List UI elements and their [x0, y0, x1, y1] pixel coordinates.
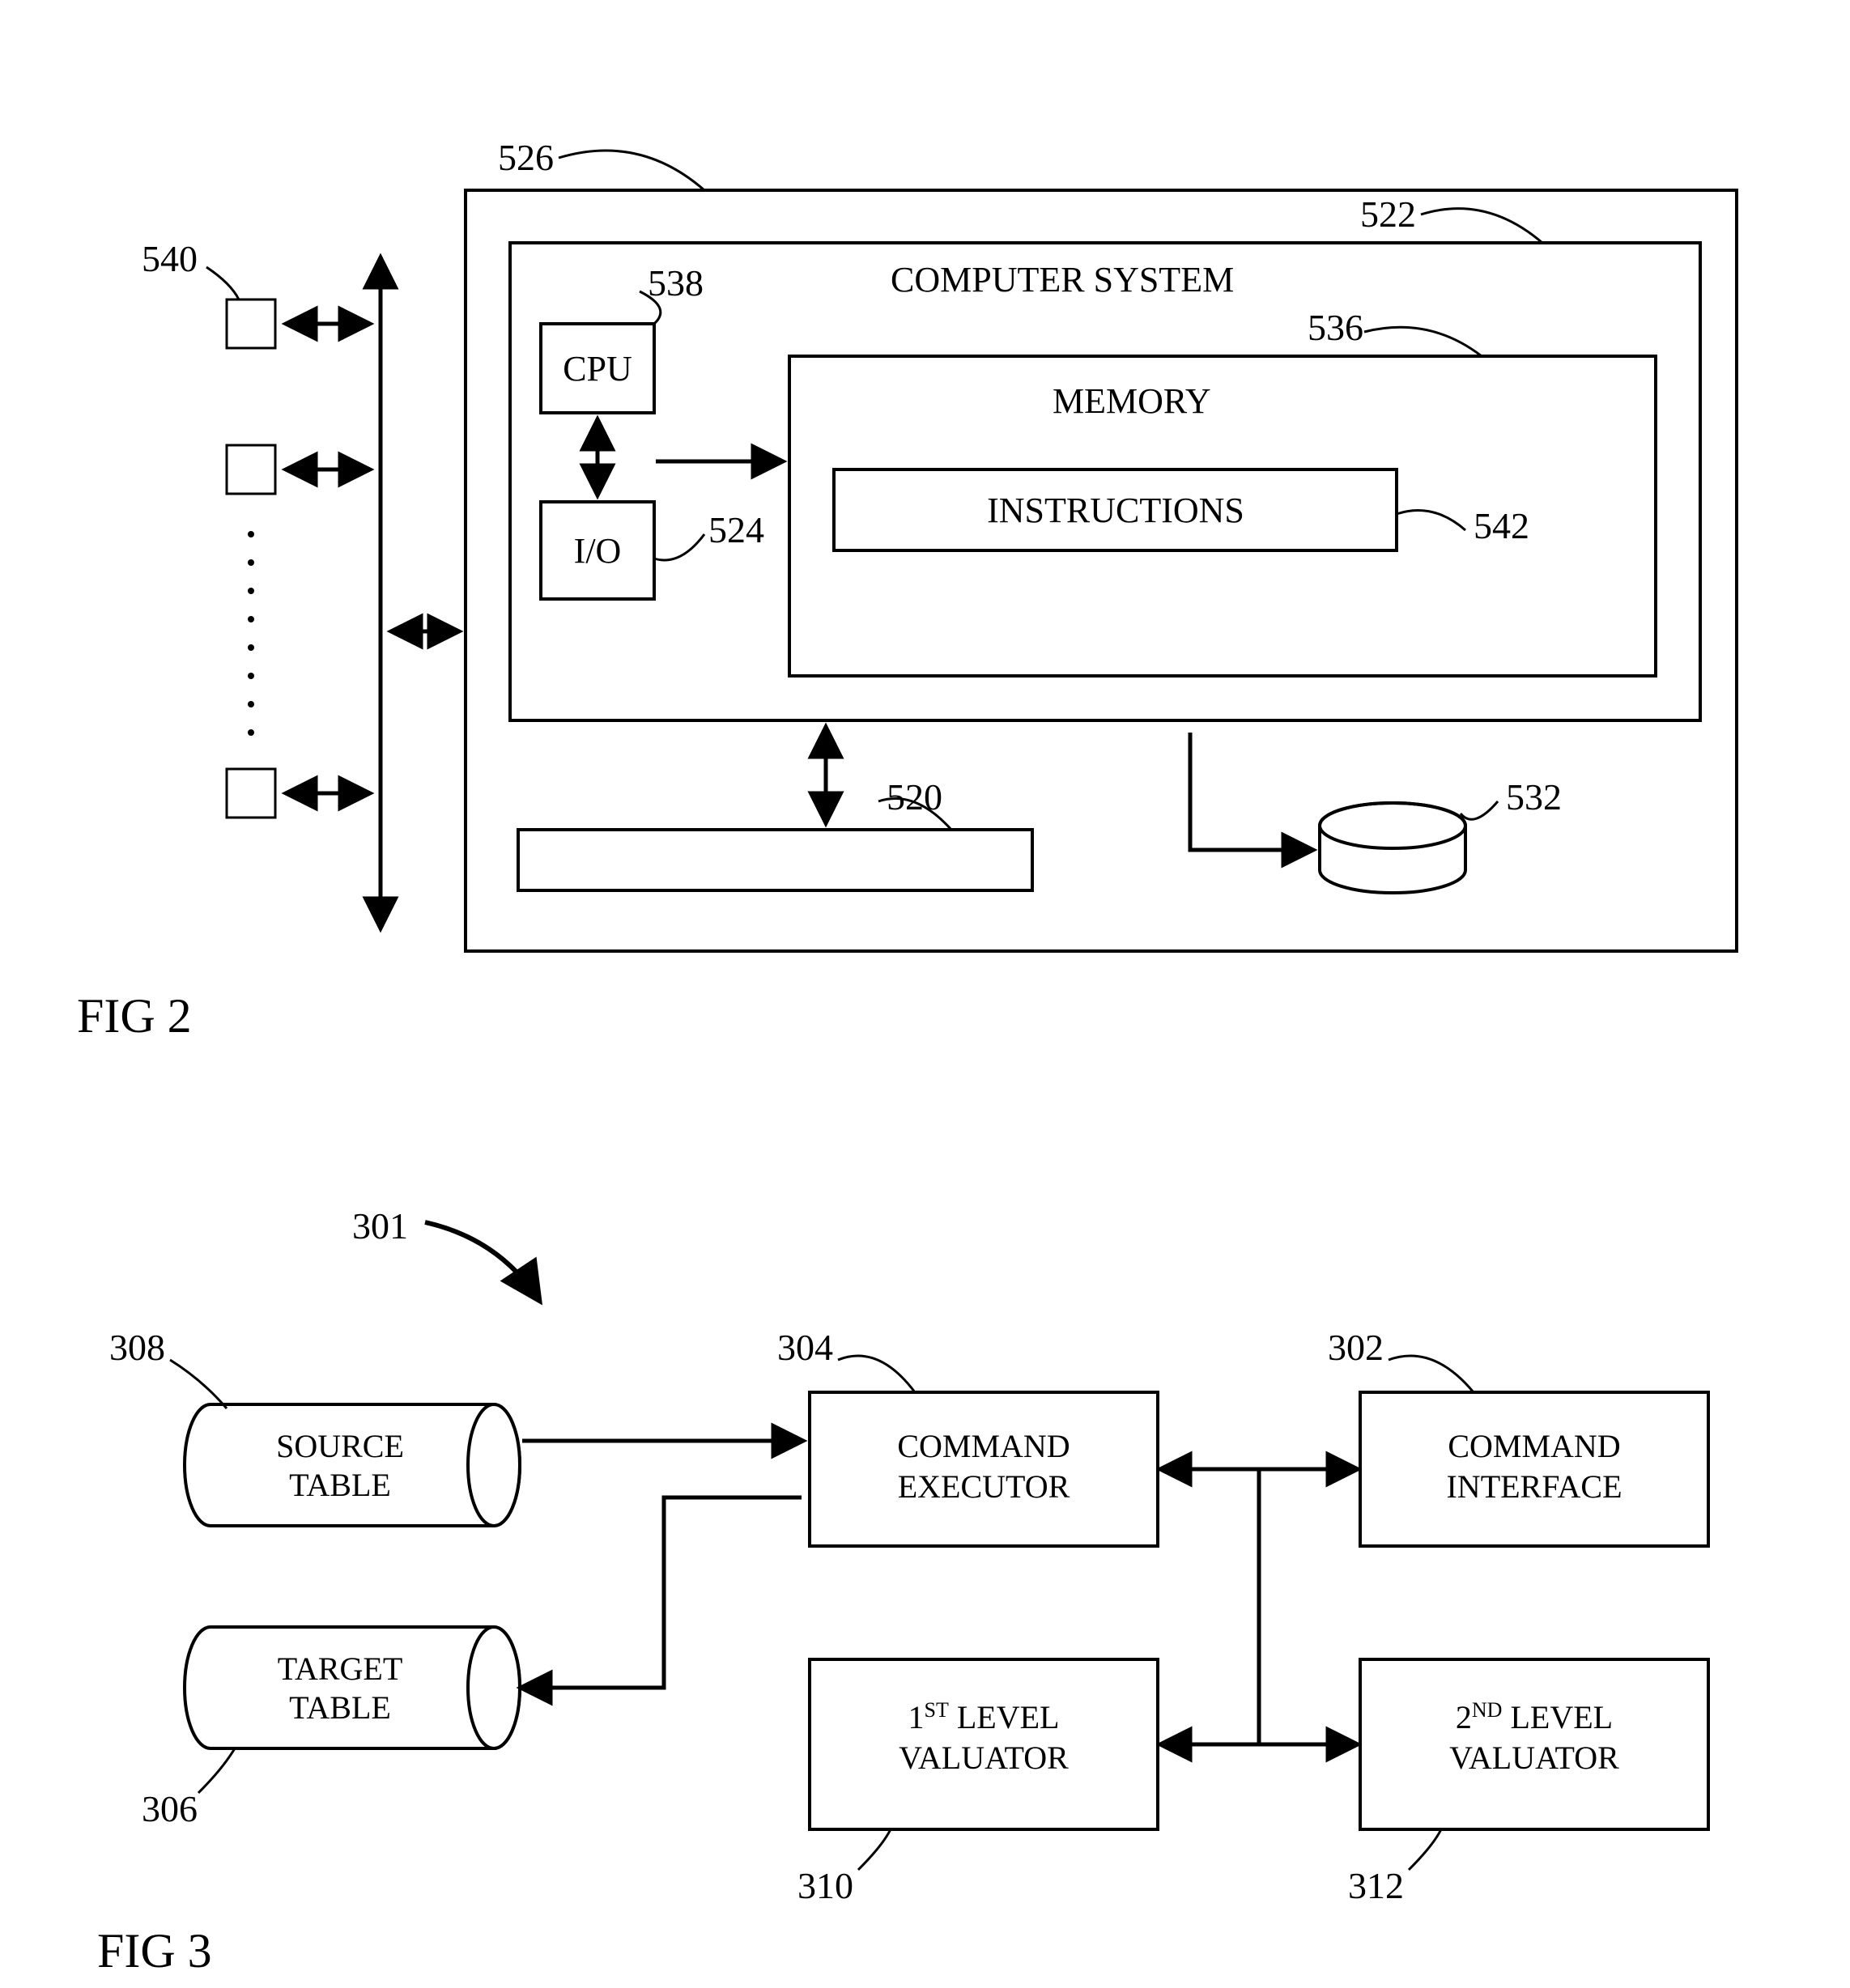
ref-306: 306	[142, 1788, 198, 1829]
disk-icon	[1320, 803, 1465, 893]
ref-304: 304	[777, 1327, 833, 1368]
ref-540: 540	[142, 238, 198, 279]
source-table-label-1: SOURCE	[276, 1428, 404, 1464]
ref-312: 312	[1348, 1865, 1404, 1906]
ref-542: 542	[1474, 505, 1529, 546]
ref-524: 524	[708, 509, 764, 550]
figure-2-caption: FIG 2	[77, 989, 192, 1043]
second-level-valuator-label-2: VALUATOR	[1449, 1740, 1619, 1776]
ref-538: 538	[648, 262, 704, 304]
ref-301: 301	[352, 1205, 408, 1247]
external-nodes	[227, 299, 368, 818]
figure-3: 301 SOURCE TABLE TARGET TABLE COMMAND EX…	[97, 1205, 1708, 1977]
ref-532: 532	[1506, 776, 1562, 818]
ref-308: 308	[109, 1327, 165, 1368]
computer-system-label: COMPUTER SYSTEM	[891, 260, 1234, 299]
interconnect-bus-box	[518, 830, 1032, 890]
ref-536: 536	[1308, 307, 1363, 348]
source-table-icon	[185, 1404, 520, 1526]
io-label: I/O	[574, 531, 622, 571]
command-executor-label-1: COMMAND	[897, 1428, 1070, 1464]
ref-302: 302	[1328, 1327, 1384, 1368]
memory-label: MEMORY	[1053, 381, 1211, 421]
figure-2: COMPUTER SYSTEM CPU I/O MEMORY INSTRUCTI…	[77, 137, 1737, 1043]
command-interface-label-1: COMMAND	[1448, 1428, 1620, 1464]
first-level-valuator-label-2: VALUATOR	[899, 1740, 1069, 1776]
ref-526: 526	[498, 137, 554, 178]
cpu-label: CPU	[563, 349, 632, 389]
instructions-label: INSTRUCTIONS	[987, 491, 1244, 530]
source-table-label-2: TABLE	[289, 1467, 391, 1503]
figure-3-caption: FIG 3	[97, 1924, 212, 1977]
ref-310: 310	[797, 1865, 853, 1906]
target-table-label-1: TARGET	[278, 1650, 403, 1687]
command-executor-label-2: EXECUTOR	[898, 1468, 1070, 1505]
target-table-label-2: TABLE	[289, 1689, 391, 1726]
target-table-icon	[185, 1627, 520, 1748]
ref-522: 522	[1360, 193, 1416, 235]
ref-520: 520	[887, 776, 942, 818]
command-interface-label-2: INTERFACE	[1446, 1468, 1622, 1505]
executor-to-target-arrow	[522, 1497, 802, 1688]
